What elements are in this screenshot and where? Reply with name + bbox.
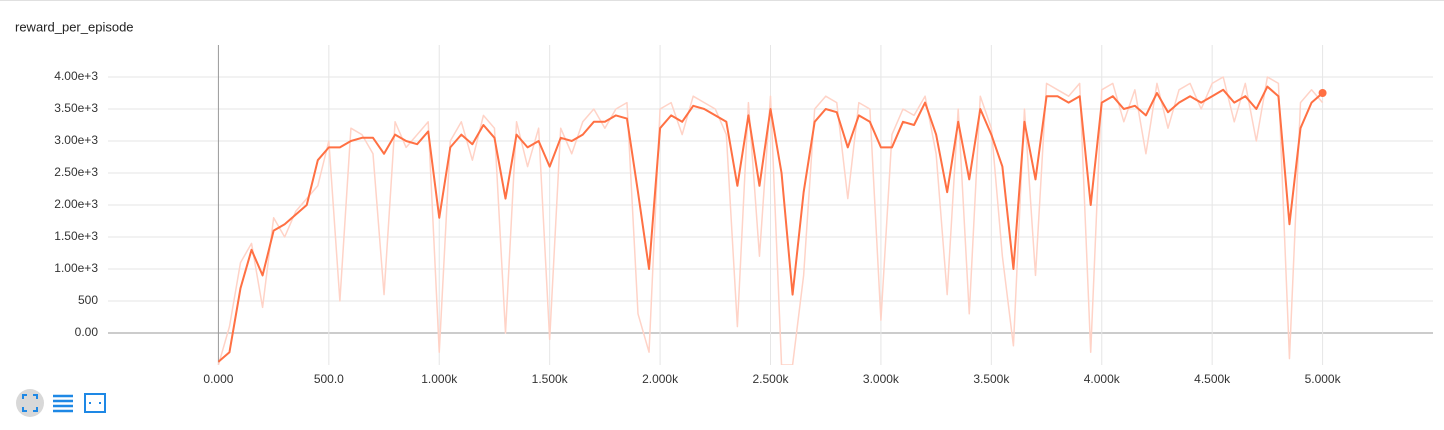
series-line xyxy=(217,85,1324,363)
download-button[interactable] xyxy=(84,393,106,413)
y-tick-label: 2.00e+3 xyxy=(54,197,98,211)
x-tick-label: 0.000 xyxy=(203,372,233,386)
y-tick-label: 500 xyxy=(78,293,98,307)
x-tick-label: 500.0 xyxy=(314,372,344,386)
y-tick-label: 3.00e+3 xyxy=(54,133,98,147)
fit-icon xyxy=(22,394,38,412)
last-point xyxy=(1318,89,1327,97)
toolbar xyxy=(16,389,106,417)
x-tick-label: 2.000k xyxy=(642,372,679,386)
x-tick-label: 1.500k xyxy=(532,372,569,386)
x-tick-label: 1.000k xyxy=(421,372,458,386)
y-tick-label: 3.50e+3 xyxy=(54,101,98,115)
y-tick-label: 0.00 xyxy=(75,325,99,339)
x-tick-label: 2.500k xyxy=(752,372,789,386)
x-tick-label: 5.000k xyxy=(1305,372,1342,386)
y-tick-label: 1.50e+3 xyxy=(54,229,98,243)
y-tick-label: 2.50e+3 xyxy=(54,165,98,179)
y-tick-label: 4.00e+3 xyxy=(54,69,98,83)
log-button[interactable] xyxy=(53,394,73,413)
plot-area xyxy=(217,76,1324,365)
chart-title: reward_per_episode xyxy=(15,19,134,34)
grid xyxy=(108,45,1433,365)
x-tick-label: 4.500k xyxy=(1194,372,1231,386)
x-tick-label: 4.000k xyxy=(1084,372,1121,386)
x-tick-label: 3.500k xyxy=(973,372,1010,386)
fit-button[interactable] xyxy=(16,389,44,417)
x-tick-label: 3.000k xyxy=(863,372,900,386)
y-tick-label: 1.00e+3 xyxy=(54,261,98,275)
